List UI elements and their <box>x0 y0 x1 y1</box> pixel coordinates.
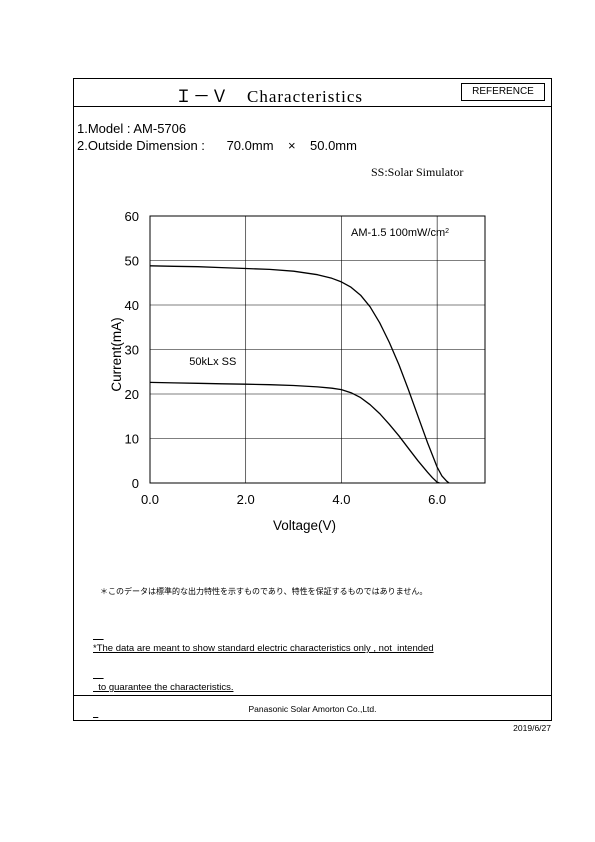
y-tick-label: 30 <box>125 343 139 358</box>
series-label-1: AM-1.5 100mW/cm2 <box>351 227 449 239</box>
reference-badge: REFERENCE <box>461 83 545 101</box>
series-line-2 <box>149 381 440 484</box>
dimension-spec: 2.Outside Dimension : 70.0mm × 50.0mm <box>77 138 357 153</box>
x-tick-label: 0.0 <box>141 492 159 507</box>
japanese-disclaimer: ＊このデータは標準的な出力特性を示すものであり、特性を保証するものではありません… <box>100 587 428 596</box>
y-tick-label: 0 <box>132 476 139 491</box>
y-tick-label: 10 <box>125 432 139 447</box>
x-tick-label: 2.0 <box>237 492 255 507</box>
issue-date: 2019/6/27 <box>513 723 551 733</box>
y-tick-label: 40 <box>125 298 139 313</box>
x-axis-label: Voltage(V) <box>273 518 336 533</box>
y-tick-label: 20 <box>125 387 139 402</box>
solar-simulator-note: SS:Solar Simulator <box>371 165 464 179</box>
plot-area <box>149 215 486 484</box>
english-disclaimer-line-1: *The data are meant to show standard ele… <box>93 643 434 654</box>
datasheet-frame: Ｉ－Ｖ Characteristics REFERENCE 1.Model : … <box>73 78 552 721</box>
x-tick-label: 6.0 <box>428 492 446 507</box>
x-tick-label: 4.0 <box>332 492 350 507</box>
title-row: Ｉ－Ｖ Characteristics REFERENCE <box>74 79 551 107</box>
series-label-2: 50kLx SS <box>189 356 236 368</box>
english-disclaimer: *The data are meant to show standard ele… <box>93 616 434 720</box>
company-footer: Panasonic Solar Amorton Co.,Ltd. <box>74 695 551 722</box>
english-disclaimer-line-2: to guarantee the characteristics. <box>93 682 234 693</box>
y-tick-label: 50 <box>125 254 139 269</box>
y-tick-label: 60 <box>125 209 139 224</box>
model-spec: 1.Model : AM-5706 <box>77 121 187 136</box>
series-line-1 <box>149 265 450 484</box>
y-axis-label: Current(mA) <box>109 317 124 391</box>
page-title: Ｉ－Ｖ Characteristics <box>174 87 363 106</box>
series-label-superscript: 2 <box>445 228 449 235</box>
